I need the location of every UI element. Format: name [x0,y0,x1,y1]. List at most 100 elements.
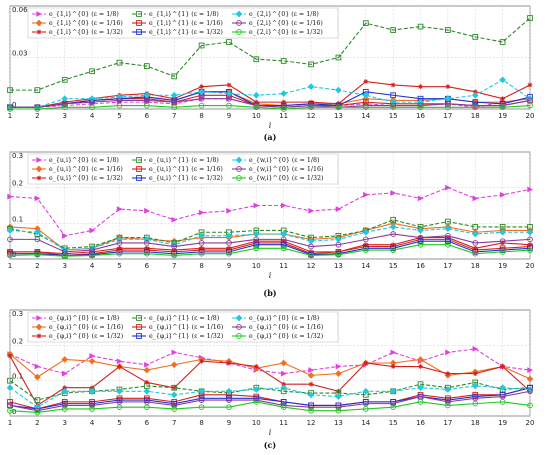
data-point [7,377,13,384]
data-point [143,250,150,257]
data-point [445,349,451,356]
data-point [280,245,287,252]
data-point [144,245,150,251]
data-point [335,251,342,258]
data-point [472,395,479,402]
x-tick-label: 15 [389,262,398,270]
data-point [198,209,205,216]
data-point [253,245,260,252]
x-tick-label: 4 [90,262,95,270]
data-point [34,407,41,414]
data-point [34,373,41,381]
data-point [417,23,424,30]
data-point [143,249,150,255]
data-point [472,224,479,230]
data-point [171,250,178,257]
x-tick-label: 12 [307,112,316,120]
legend-entry: e_{w,i}^{0} (ε = 1/8) [249,157,319,164]
legend-entry: e_{w,i}^{0} (ε = 1/32) [249,175,323,182]
data-point [280,90,288,97]
legend-entry: e_{u,i}^{1} (ε = 1/8) [149,157,219,164]
data-point [308,100,314,107]
chart-panel-2: 1 2 3 4 5 6 7 8 9 10 11 12 13 14 15 16 17 18 19 2000.10.20.… [6,151,534,298]
data-point [335,86,342,94]
data-point [89,227,96,234]
data-point [198,404,205,411]
x-tick-label: 2 [35,262,39,270]
data-point [34,228,41,236]
data-point [280,202,287,209]
data-point [472,102,479,109]
data-point [444,225,452,233]
data-point [472,345,479,352]
data-point [417,356,424,363]
x-tick-label: 3 [63,262,67,270]
x-tick-label: 5 [117,262,121,270]
data-point [500,96,506,102]
data-point [199,358,204,364]
data-point [89,353,96,359]
data-point [445,371,451,376]
data-point [445,241,451,248]
data-point [362,91,370,99]
series-line [9,390,531,412]
data-point [198,95,205,102]
data-point [89,104,95,111]
data-point [362,20,369,27]
legend-entry: e_{u,i}^{0} (ε = 1/16) [49,166,123,173]
data-point [280,104,287,111]
x-tick-label: 12 [307,419,316,427]
data-point [226,82,232,88]
legend-marker [236,29,242,35]
data-point [280,404,287,411]
x-tick-label: 6 [145,262,150,270]
data-point [280,384,288,392]
series-line [10,79,531,108]
data-point [62,370,68,377]
data-point [171,216,178,223]
series-9 [7,102,533,112]
data-point [499,228,506,236]
legend-marker [136,157,142,163]
data-point [471,230,479,238]
data-point [116,399,123,405]
data-point [62,385,68,391]
legend-entry: e_{1,i}^{0} (ε = 1/8) [49,11,119,18]
data-point [390,27,397,33]
data-point [280,370,287,377]
data-point [280,402,287,409]
data-point [499,393,506,400]
data-point [363,360,369,366]
x-tick-label: 9 [227,112,231,120]
series-7 [6,223,534,254]
legend-marker [36,29,42,35]
series-line [9,219,530,249]
data-point [526,375,534,383]
data-point [253,238,259,244]
data-point [308,104,314,111]
data-point [34,104,41,111]
y-tick-label: 0.3 [12,152,23,160]
data-point [7,250,13,257]
y-tick-label: 0.1 [12,373,23,381]
data-point [335,206,342,212]
data-point [499,247,506,253]
data-point [335,102,342,109]
data-point [117,364,122,369]
x-tick-label: 14 [361,419,370,427]
x-tick-label: 13 [334,112,343,120]
data-point [116,59,123,66]
series-line [10,80,531,108]
data-point [7,193,14,200]
data-point [335,241,342,248]
series-line [9,187,531,237]
data-point [526,95,534,103]
legend-marker [236,333,242,339]
data-point [280,241,287,248]
legend-marker [35,165,43,173]
legend-marker [136,324,142,330]
data-point [390,92,397,99]
legend-marker [35,323,43,331]
data-point [226,250,232,257]
y-tick-label: 0 [12,101,16,109]
